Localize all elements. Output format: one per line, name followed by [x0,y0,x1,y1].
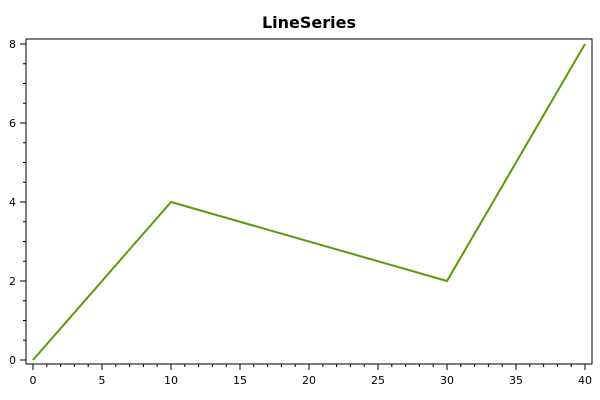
plot-frame [25,38,593,365]
y-tick-label: 2 [9,275,16,288]
x-axis: 0 5 10 15 20 25 30 35 40 [30,364,592,387]
x-tick-label: 20 [302,374,316,387]
y-tick-label: 4 [9,196,16,209]
x-tick-label: 30 [440,374,454,387]
x-tick-label: 25 [371,374,385,387]
y-tick-label: 8 [9,38,16,51]
y-axis: 0 2 4 6 8 [9,38,26,367]
x-tick-label: 10 [164,374,178,387]
y-tick-label: 6 [9,117,16,130]
x-tick-label: 0 [30,374,37,387]
series-line [32,43,586,361]
x-tick-label: 35 [509,374,523,387]
x-tick-label: 5 [99,374,106,387]
chart-title: LineSeries [262,13,356,32]
series-layer [32,43,586,361]
x-tick-label: 40 [578,374,592,387]
x-tick-label: 15 [233,374,247,387]
y-tick-label: 0 [9,354,16,367]
